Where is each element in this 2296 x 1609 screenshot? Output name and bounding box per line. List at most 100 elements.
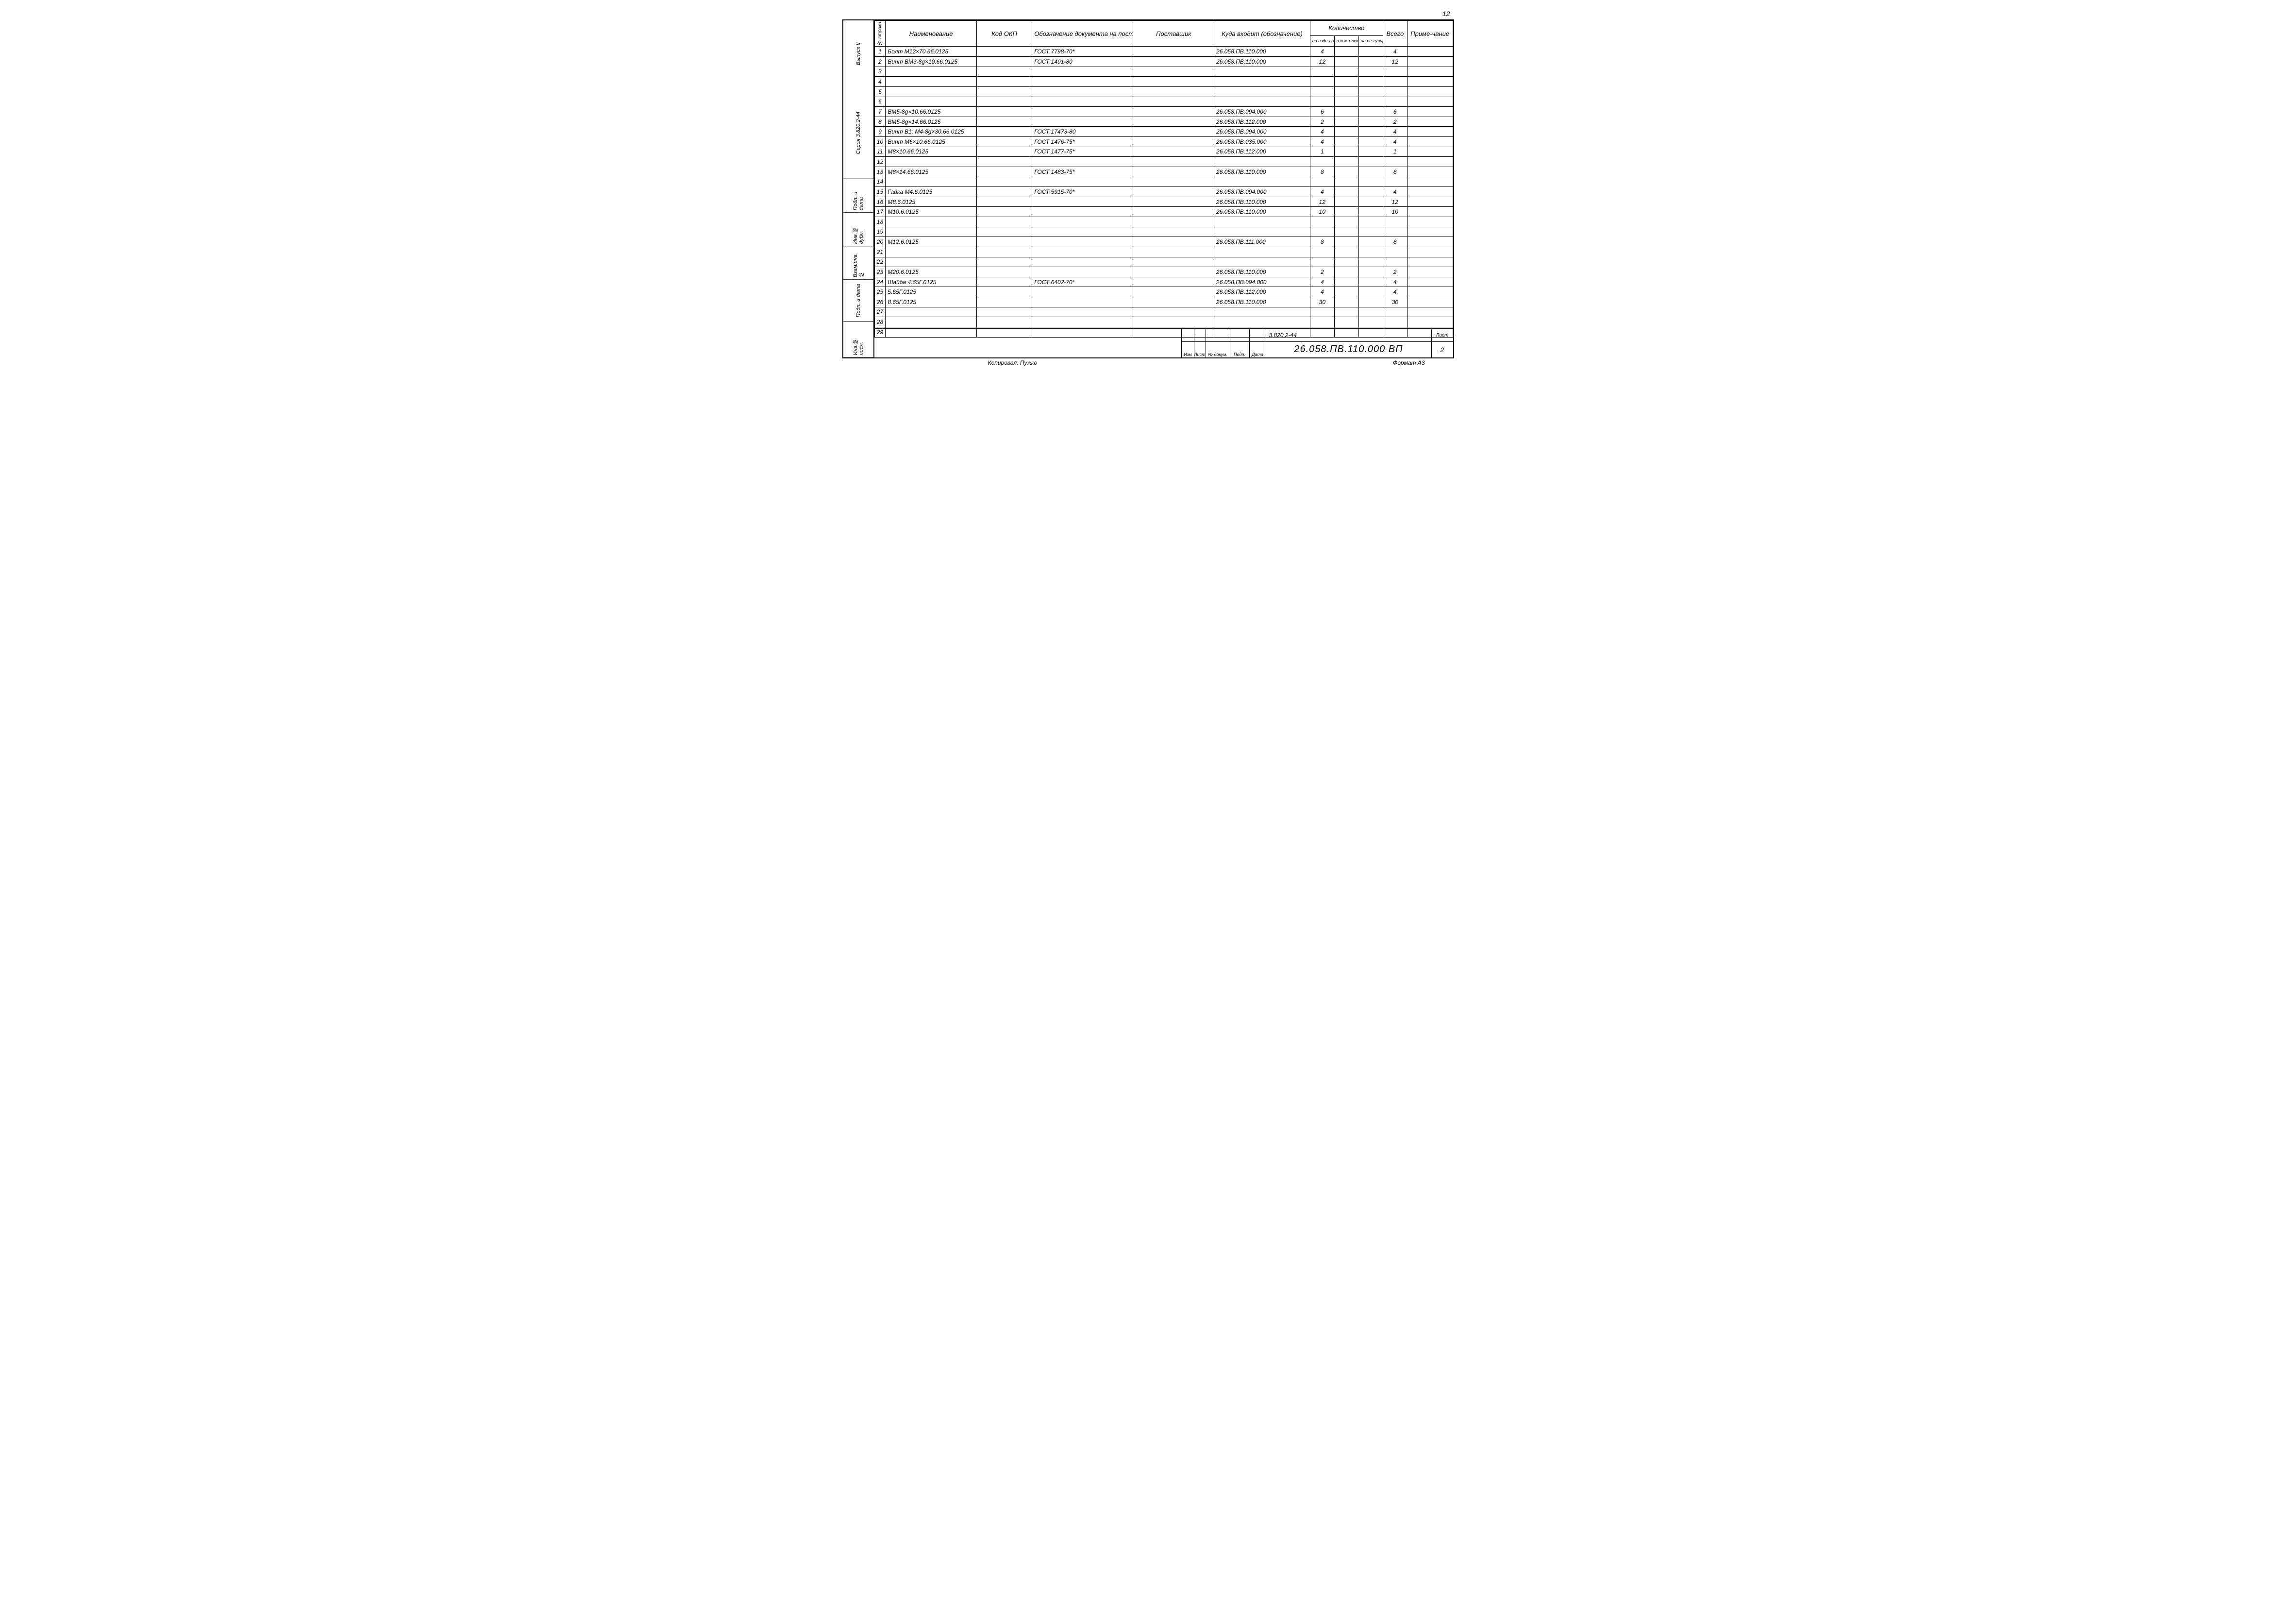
table-cell xyxy=(1383,307,1407,317)
table-cell xyxy=(976,77,1032,87)
table-cell xyxy=(1407,207,1453,217)
table-cell xyxy=(1133,277,1214,287)
table-cell: ГОСТ 1476-75* xyxy=(1032,137,1133,147)
th-okp: Код ОКП xyxy=(976,21,1032,47)
table-cell xyxy=(976,217,1032,227)
table-cell xyxy=(976,157,1032,167)
table-cell xyxy=(1383,77,1407,87)
table-cell: 8 xyxy=(1383,237,1407,247)
table-cell xyxy=(1032,227,1133,237)
table-cell xyxy=(1133,107,1214,117)
rail-series: Серия 3.820.2-44 xyxy=(843,87,873,179)
table-cell xyxy=(1133,127,1214,137)
table-cell xyxy=(1133,137,1214,147)
table-cell xyxy=(1383,177,1407,187)
table-cell xyxy=(1383,67,1407,77)
table-cell xyxy=(886,307,976,317)
table-cell: 26 xyxy=(874,297,886,307)
table-cell: М8×10.66.0125 xyxy=(886,147,976,157)
rail-cell-3: Подп. и дата xyxy=(843,280,873,322)
table-cell xyxy=(1383,317,1407,327)
table-cell xyxy=(1334,147,1358,157)
table-cell xyxy=(976,97,1032,107)
table-cell xyxy=(886,77,976,87)
table-cell xyxy=(1214,67,1310,77)
table-cell xyxy=(1358,167,1383,177)
table-cell: 26.058.ПВ.112.000 xyxy=(1214,287,1310,297)
table-cell: 26.058.ПВ.110.000 xyxy=(1214,297,1310,307)
table-cell xyxy=(1032,157,1133,167)
table-cell xyxy=(1334,157,1358,167)
tb-h-izm: Изм xyxy=(1182,341,1194,358)
table-cell xyxy=(976,187,1032,197)
table-cell: 6 xyxy=(874,97,886,107)
table-row: 7ВМ5-8g×10.66.012526.058.ПВ.094.00066 xyxy=(874,107,1453,117)
table-row: 5 xyxy=(874,86,1453,97)
footer: Копировал: Пужко Формат А3 xyxy=(842,358,1454,367)
table-cell xyxy=(1334,127,1358,137)
table-cell xyxy=(1032,107,1133,117)
table-row: 1Болт М12×70.66.0125ГОСТ 7798-70*26.058.… xyxy=(874,47,1453,57)
table-cell xyxy=(1358,317,1383,327)
table-cell xyxy=(1334,307,1358,317)
table-cell: 4 xyxy=(1310,47,1334,57)
tb-code-text: 26.058.ПВ.110.000 ВП xyxy=(1294,344,1403,355)
page-number-top: 12 xyxy=(1442,10,1450,17)
table-cell xyxy=(1407,317,1453,327)
table-cell: ГОСТ 5915-70* xyxy=(1032,187,1133,197)
table-cell: 5.65Г.0125 xyxy=(886,287,976,297)
table-cell xyxy=(886,177,976,187)
table-cell xyxy=(1133,317,1214,327)
table-cell xyxy=(976,137,1032,147)
table-cell xyxy=(1310,317,1334,327)
table-cell xyxy=(1032,77,1133,87)
table-cell xyxy=(886,317,976,327)
table-row: 17М10.6.012526.058.ПВ.110.0001010 xyxy=(874,207,1453,217)
table-cell xyxy=(1032,287,1133,297)
table-cell xyxy=(1334,227,1358,237)
table-cell xyxy=(1214,257,1310,267)
table-cell: 4 xyxy=(1310,127,1334,137)
table-cell: 12 xyxy=(1383,57,1407,67)
table-cell xyxy=(976,307,1032,317)
table-cell: 26.058.ПВ.110.000 xyxy=(1214,47,1310,57)
table-row: 255.65Г.012526.058.ПВ.112.00044 xyxy=(874,287,1453,297)
table-cell xyxy=(1407,77,1453,87)
table-cell xyxy=(1133,47,1214,57)
tb-series: 3.820.2-44 xyxy=(1266,329,1431,341)
table-cell xyxy=(1133,197,1214,207)
th-name: Наименование xyxy=(886,21,976,47)
th-supplier: Поставщик xyxy=(1133,21,1214,47)
table-row: 27 xyxy=(874,307,1453,317)
table-row: 19 xyxy=(874,227,1453,237)
table-cell: 4 xyxy=(1310,287,1334,297)
table-cell: 1 xyxy=(1310,147,1334,157)
table-cell: 26.058.ПВ.110.000 xyxy=(1214,167,1310,177)
table-body: 1Болт М12×70.66.0125ГОСТ 7798-70*26.058.… xyxy=(874,47,1453,337)
table-row: 24Шайба 4.65Г.0125ГОСТ 6402-70*26.058.ПВ… xyxy=(874,277,1453,287)
table-cell xyxy=(1310,227,1334,237)
table-cell xyxy=(1133,207,1214,217)
table-cell xyxy=(1383,257,1407,267)
table-cell: 25 xyxy=(874,287,886,297)
table-cell: М12.6.0125 xyxy=(886,237,976,247)
table-cell: Винт ВМ3-8g×10.66.0125 xyxy=(886,57,976,67)
table-cell xyxy=(886,257,976,267)
table-cell xyxy=(1214,77,1310,87)
th-q3: на ре-гулир. xyxy=(1358,35,1383,47)
table-cell xyxy=(1032,237,1133,247)
table-cell xyxy=(1133,167,1214,177)
drawing-sheet: 12 Выпуск II Серия 3.820.2-44 Подп. и да… xyxy=(842,19,1454,358)
tb-code: 26.058.ПВ.110.000 ВП xyxy=(1266,341,1431,358)
table-cell: 1 xyxy=(874,47,886,57)
table-cell xyxy=(1133,77,1214,87)
table-cell xyxy=(1358,297,1383,307)
table-cell: 10 xyxy=(1383,207,1407,217)
table-row: 268.65Г.012526.058.ПВ.110.0003030 xyxy=(874,297,1453,307)
table-cell xyxy=(976,277,1032,287)
table-cell xyxy=(1407,197,1453,207)
table-cell: 16 xyxy=(874,197,886,207)
table-cell xyxy=(1358,257,1383,267)
table-row: 21 xyxy=(874,247,1453,257)
table-cell xyxy=(976,257,1032,267)
